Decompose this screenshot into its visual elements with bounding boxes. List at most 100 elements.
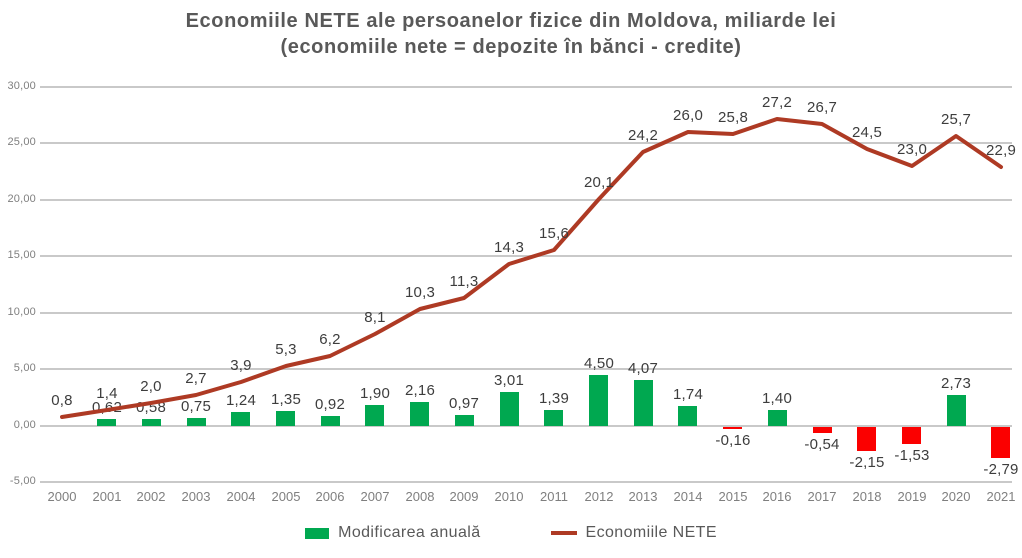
- line-value-label: 5,3: [275, 341, 297, 358]
- legend-item-net-savings: Economiile NETE: [550, 524, 717, 542]
- bar: [455, 415, 474, 426]
- x-axis-tick-label: 2006: [315, 489, 345, 504]
- bar-value-label: -2,79: [983, 461, 1019, 478]
- line-value-label: 23,0: [897, 141, 927, 158]
- line-value-label: 26,7: [807, 99, 837, 116]
- bar-value-label: 1,74: [673, 386, 703, 403]
- bar: [991, 427, 1010, 458]
- line-value-label: 25,7: [941, 111, 971, 128]
- bar-value-label: 1,24: [226, 392, 256, 409]
- gridline: [40, 86, 1012, 88]
- bar: [768, 410, 787, 426]
- line-value-label: 14,3: [494, 239, 524, 256]
- x-axis-tick-label: 2001: [92, 489, 122, 504]
- x-axis-tick-label: 2008: [405, 489, 435, 504]
- bar: [634, 380, 653, 426]
- net-savings-polyline: [60, 117, 1003, 419]
- line-value-label: 24,5: [852, 124, 882, 141]
- gridline: [40, 368, 1012, 370]
- bar: [142, 419, 161, 426]
- bar: [321, 416, 340, 426]
- bar: [813, 427, 832, 433]
- bar: [678, 406, 697, 426]
- bar-value-label: 0,97: [449, 395, 479, 412]
- x-axis-tick-label: 2003: [181, 489, 211, 504]
- x-axis-tick-label: 2017: [807, 489, 837, 504]
- line-value-label: 24,2: [628, 127, 658, 144]
- x-axis-tick-label: 2016: [762, 489, 792, 504]
- bar: [410, 402, 429, 426]
- x-axis-tick-label: 2004: [226, 489, 256, 504]
- bar-value-label: -1,53: [894, 447, 930, 464]
- bar-value-label: 1,90: [360, 385, 390, 402]
- x-axis-tick-label: 2019: [897, 489, 927, 504]
- line-value-label: 22,9: [986, 142, 1016, 159]
- x-axis-tick-label: 2002: [136, 489, 166, 504]
- line-value-label: 2,7: [185, 370, 207, 387]
- line-value-label: 11,3: [449, 273, 479, 290]
- x-axis-tick-label: 2011: [540, 489, 568, 504]
- bar: [947, 395, 966, 426]
- x-axis-tick-label: 2018: [852, 489, 882, 504]
- gridline: [40, 142, 1012, 144]
- gridline: [40, 425, 1012, 427]
- legend-label-annual-change: Modificarea anuală: [338, 524, 481, 541]
- line-value-label: 15,6: [539, 225, 569, 242]
- bar-value-label: 4,50: [584, 355, 614, 372]
- legend-item-annual-change: Modificarea anuală: [305, 524, 480, 542]
- gridline: [40, 312, 1012, 314]
- line-value-label: 1,4: [96, 385, 118, 402]
- x-axis-tick-label: 2010: [494, 489, 524, 504]
- bar: [187, 418, 206, 426]
- line-value-label: 2,0: [140, 378, 162, 395]
- bar-value-label: 0,92: [315, 396, 345, 413]
- chart-legend: Modificarea anuală Economiile NETE: [0, 524, 1022, 542]
- bar-value-label: 2,16: [405, 382, 435, 399]
- gridline: [40, 481, 1012, 483]
- y-axis-tick-label: 25,00: [7, 136, 36, 148]
- gridline: [40, 255, 1012, 257]
- chart-title-line2: (economiile nete = depozite în bănci - c…: [280, 36, 742, 58]
- bar-value-label: 3,01: [494, 372, 524, 389]
- bar-value-label: 2,73: [941, 375, 971, 392]
- x-axis-tick-label: 2014: [673, 489, 703, 504]
- chart-title: Economiile NETE ale persoanelor fizice d…: [0, 8, 1022, 60]
- bar-value-label: 4,07: [628, 360, 658, 377]
- line-value-label: 25,8: [718, 109, 748, 126]
- y-axis-tick-label: 0,00: [13, 419, 36, 431]
- line-value-label: 3,9: [230, 357, 252, 374]
- bar: [544, 410, 563, 426]
- line-value-label: 10,3: [405, 284, 435, 301]
- x-axis-tick-label: 2021: [986, 489, 1016, 504]
- bar-series-swatch-icon: [305, 527, 330, 539]
- bar-value-label: -0,16: [715, 432, 751, 449]
- x-axis-tick-label: 2015: [718, 489, 748, 504]
- line-series-swatch-icon: [550, 531, 577, 535]
- y-axis-tick-label: 5,00: [13, 362, 36, 374]
- bar-value-label: 1,35: [271, 391, 301, 408]
- legend-label-net-savings: Economiile NETE: [585, 524, 717, 541]
- bar: [723, 427, 742, 429]
- y-axis-tick-label: 15,00: [7, 249, 36, 261]
- bar-value-label: 0,75: [181, 398, 211, 415]
- bar: [365, 405, 384, 426]
- bar: [500, 392, 519, 426]
- x-axis-tick-label: 2020: [941, 489, 971, 504]
- y-axis-tick-label: 10,00: [7, 306, 36, 318]
- bar: [857, 427, 876, 451]
- line-value-label: 0,8: [51, 392, 73, 409]
- line-value-label: 6,2: [319, 331, 341, 348]
- bar-value-label: -2,15: [849, 454, 885, 471]
- line-value-label: 20,1: [584, 174, 614, 191]
- bar-value-label: 1,39: [539, 390, 569, 407]
- chart-title-line1: Economiile NETE ale persoanelor fizice d…: [185, 10, 837, 32]
- x-axis-tick-label: 2007: [360, 489, 390, 504]
- bar-value-label: 1,40: [762, 390, 792, 407]
- y-axis-tick-label: 30,00: [7, 80, 36, 92]
- bar: [276, 411, 295, 426]
- line-value-label: 26,0: [673, 107, 703, 124]
- x-axis-tick-label: 2000: [47, 489, 77, 504]
- bar-value-label: -0,54: [804, 436, 840, 453]
